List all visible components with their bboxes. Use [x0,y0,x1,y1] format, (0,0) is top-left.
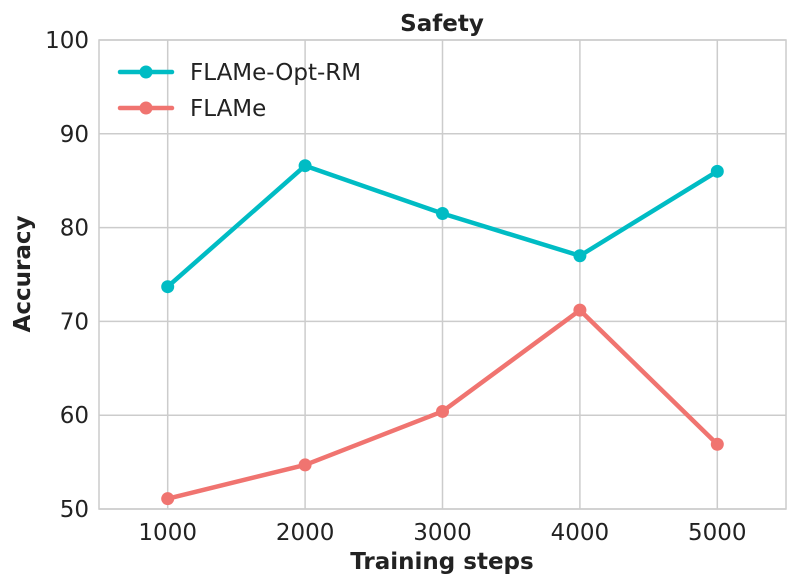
data-point [161,492,175,506]
x-axis-label: Training steps [350,549,533,575]
data-point [710,437,724,451]
legend-label: FLAMe-Opt-RM [190,60,361,86]
data-point [298,458,312,472]
x-tick-label: 5000 [688,520,747,546]
data-point [161,280,175,294]
data-point [436,404,449,418]
legend-item: FLAMe-Opt-RM [117,60,361,86]
x-tick-label: 2000 [276,520,335,546]
legend: FLAMe-Opt-RM FLAMe [117,60,361,122]
y-tick-label: 90 [60,122,89,148]
chart-title: Safety [400,11,484,37]
y-tick-label: 100 [45,28,89,54]
data-point [298,159,312,173]
series-1 [161,303,724,506]
y-tick-label: 70 [60,309,89,335]
x-tick-label: 3000 [413,520,472,546]
y-tick-label: 60 [60,403,89,429]
data-point [573,303,587,317]
y-tick-label: 80 [60,216,89,242]
y-axis-label: Accuracy [10,216,36,333]
series-0 [161,159,724,294]
y-tick-label: 50 [60,497,89,523]
plot-frame [98,39,787,510]
x-tick-label: 4000 [551,520,610,546]
data-point [710,164,724,178]
tick-labels: 1000 2000 3000 4000 5000 50 60 70 80 90 100 [45,28,746,546]
legend-label: FLAMe [190,96,266,122]
series-group [161,159,724,506]
data-point [436,207,449,221]
data-point [573,249,587,263]
legend-item: FLAMe [117,96,266,122]
legend-marker [139,65,153,79]
legend-marker [139,101,153,115]
x-tick-label: 1000 [138,520,197,546]
